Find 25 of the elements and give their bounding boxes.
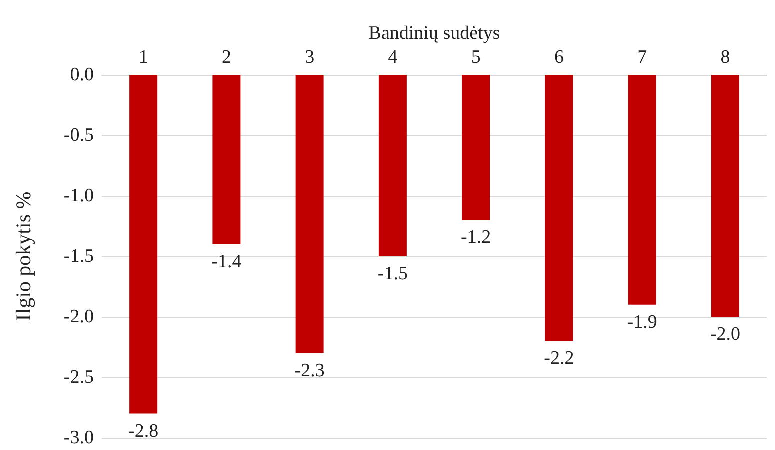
- y-tick-label: -1.0: [64, 186, 94, 206]
- x-tick-label: 4: [388, 47, 398, 68]
- x-tick-label: 6: [554, 47, 564, 68]
- data-label: -1.5: [378, 264, 408, 284]
- x-tick-label: 2: [222, 47, 232, 68]
- y-axis-title: Ilgio pokytis %: [12, 192, 36, 322]
- data-label: -2.2: [544, 348, 574, 370]
- y-tick-label: -0.5: [64, 125, 94, 146]
- y-tick-label: -2.5: [64, 367, 94, 388]
- data-label: -2.3: [294, 360, 325, 382]
- y-tick-label: 0.0: [70, 64, 94, 86]
- y-tick-label: -1.5: [64, 246, 94, 267]
- data-label: -1.4: [212, 251, 242, 272]
- x-axis-title: Bandinių sudėtys: [368, 23, 500, 44]
- x-tick-label: 8: [720, 47, 730, 68]
- x-tick-label: 3: [305, 47, 315, 68]
- x-tick-label: 5: [471, 47, 481, 68]
- y-tick-label: -3.0: [64, 428, 94, 448]
- x-tick-label: 1: [138, 47, 148, 68]
- data-label: -2.0: [710, 324, 740, 345]
- data-label: -1.2: [461, 227, 492, 248]
- data-label: -1.9: [627, 312, 658, 333]
- y-tick-label: -2.0: [64, 306, 94, 328]
- x-tick-label: 7: [638, 47, 648, 68]
- data-label: -2.8: [128, 420, 159, 442]
